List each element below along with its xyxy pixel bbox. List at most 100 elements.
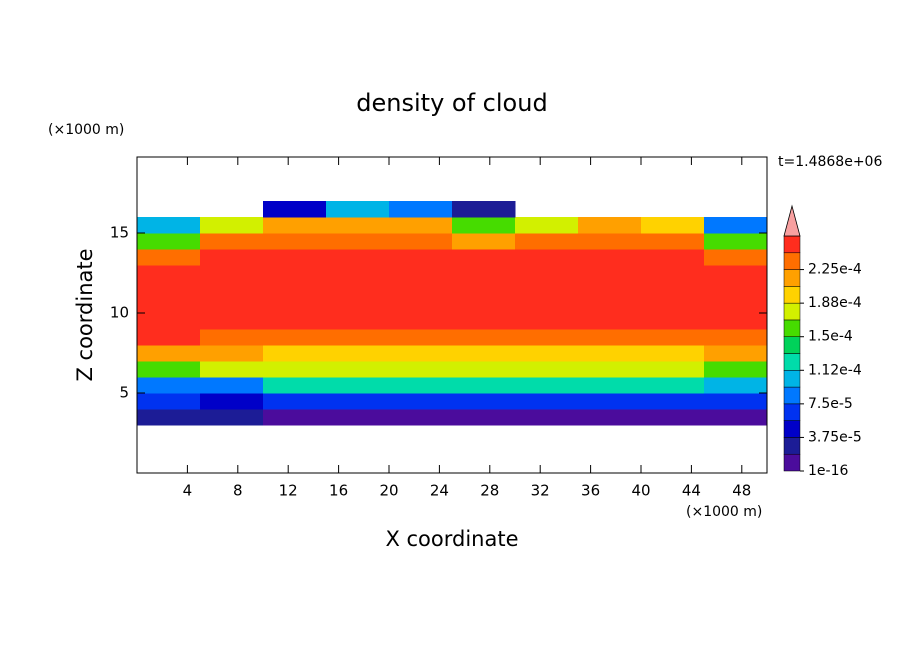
field-cell	[137, 249, 201, 266]
field-cell	[263, 393, 327, 410]
field-cell	[578, 233, 642, 250]
field-cell	[515, 377, 579, 394]
colorbar-band	[783, 302, 801, 321]
colorbar-tick-label: 1.12e-4	[808, 362, 862, 378]
field-cell	[515, 313, 579, 330]
field-cell	[263, 329, 327, 346]
field-cell	[200, 217, 264, 234]
colorbar-band	[783, 252, 801, 270]
colorbar-tick-label: 7.5e-5	[808, 396, 853, 412]
field-cell	[578, 393, 642, 410]
x-tick-label: 32	[531, 482, 550, 500]
field-cell	[263, 201, 327, 218]
field-cell	[263, 409, 327, 426]
colorbar-band	[783, 453, 801, 472]
y-axis-label: Z coordinate	[73, 248, 97, 381]
field-cell	[389, 345, 453, 362]
field-cell	[326, 249, 390, 266]
field-cell	[263, 361, 327, 378]
field-cell	[263, 265, 327, 282]
field-cell	[641, 217, 705, 234]
colorbar-tick-label: 1.88e-4	[808, 295, 862, 311]
x-tick-label: 20	[379, 482, 398, 500]
x-unit: (×1000 m)	[686, 504, 762, 520]
field-cell	[515, 265, 579, 282]
field-cell	[641, 409, 705, 426]
field-cell	[389, 377, 453, 394]
field-cell	[326, 265, 390, 282]
x-tick-label: 4	[183, 482, 193, 500]
field-cell	[200, 329, 264, 346]
colorbar-tick-label: 1.5e-4	[808, 329, 853, 345]
field-cell	[515, 217, 579, 234]
field-cell	[389, 361, 453, 378]
field-cell	[641, 345, 705, 362]
field-cell	[389, 393, 453, 410]
colorbar-tick-label: 1e-16	[808, 463, 848, 479]
field-cell	[578, 329, 642, 346]
field-cell	[389, 281, 453, 298]
field-cell	[326, 377, 390, 394]
field-cell	[515, 361, 579, 378]
field-cell	[704, 233, 768, 250]
x-tick-label: 40	[631, 482, 650, 500]
field-cell	[389, 201, 453, 218]
x-tick-label: 44	[682, 482, 701, 500]
y-tick-label: 10	[110, 304, 129, 322]
colorbar-tick-label: 3.75e-5	[808, 429, 862, 445]
field-cell	[641, 249, 705, 266]
field-cell	[137, 377, 201, 394]
colorbar-band	[783, 386, 801, 405]
field-cell	[200, 409, 264, 426]
x-tick-label: 16	[329, 482, 348, 500]
field-cell	[452, 361, 516, 378]
field-cell	[452, 393, 516, 410]
field-cell	[200, 313, 264, 330]
field-cell	[326, 345, 390, 362]
x-tick-label: 24	[430, 482, 449, 500]
field-cell	[452, 281, 516, 298]
y-tick-label: 5	[119, 384, 129, 402]
colorbar-tick-label: 2.25e-4	[808, 262, 862, 278]
field-cell	[578, 249, 642, 266]
field-cell	[578, 281, 642, 298]
field-cell	[326, 201, 390, 218]
field-cell	[200, 249, 264, 266]
field-cell	[137, 233, 201, 250]
field-cell	[326, 281, 390, 298]
field-cell	[137, 281, 201, 298]
field-cell	[641, 265, 705, 282]
field-cell	[263, 345, 327, 362]
colorbar-band	[783, 336, 801, 354]
field-cell	[263, 377, 327, 394]
field-cell	[200, 377, 264, 394]
field-cell	[641, 281, 705, 298]
colorbar-band	[783, 370, 801, 388]
field-cell	[704, 313, 768, 330]
field-cell	[263, 233, 327, 250]
field-cell	[389, 313, 453, 330]
field-cell	[137, 345, 201, 362]
colorbar-band	[783, 353, 801, 371]
field-cell	[515, 409, 579, 426]
field-cell	[578, 217, 642, 234]
x-tick-label: 8	[233, 482, 243, 500]
field-cell	[263, 217, 327, 234]
field-cell	[704, 297, 768, 314]
field-cell	[578, 313, 642, 330]
chart-title: density of cloud	[356, 89, 547, 117]
field-cell	[137, 265, 201, 282]
field-cell	[326, 361, 390, 378]
field-cell	[515, 329, 579, 346]
field-cell	[578, 297, 642, 314]
field-cell	[326, 329, 390, 346]
field-cell	[704, 361, 768, 378]
colorbar-extend	[783, 204, 801, 237]
field-cell	[515, 249, 579, 266]
field-cell	[200, 297, 264, 314]
field-cell	[137, 313, 201, 330]
field-cell	[578, 345, 642, 362]
field-cell	[389, 265, 453, 282]
field-cell	[515, 233, 579, 250]
field-cell	[515, 393, 579, 410]
